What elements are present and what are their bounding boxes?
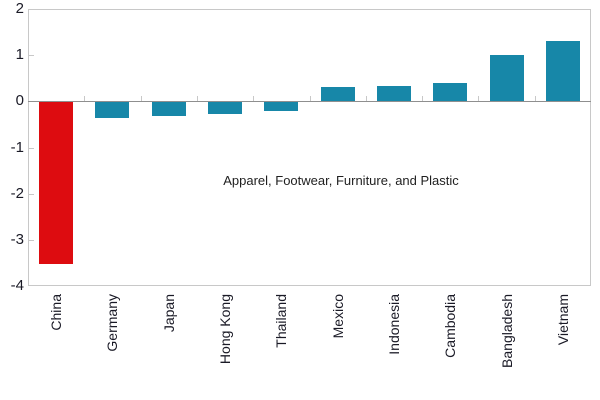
y-tick-label: 2 <box>15 0 24 17</box>
x-axis-tick <box>366 96 367 101</box>
x-axis-label-cambodia: Cambodia <box>442 294 458 358</box>
x-axis-label-bangladesh: Bangladesh <box>499 294 515 368</box>
y-tick-label: 1 <box>15 46 24 63</box>
bar-vietnam <box>546 41 580 101</box>
y-tick-label: -2 <box>10 185 24 202</box>
bar-japan <box>152 102 186 116</box>
x-axis-label-indonesia: Indonesia <box>386 294 402 355</box>
y-tick-label: -1 <box>10 139 24 156</box>
x-axis-label-vietnam: Vietnam <box>555 294 571 346</box>
x-axis-tick <box>253 96 254 101</box>
x-axis-tick <box>84 96 85 101</box>
y-axis-tick <box>29 194 34 195</box>
annotation-label: Apparel, Footwear, Furniture, and Plasti… <box>223 173 459 188</box>
x-axis-label-germany: Germany <box>104 294 120 352</box>
x-axis-tick <box>310 96 311 101</box>
bar-bangladesh <box>490 55 524 101</box>
y-axis-tick <box>29 55 34 56</box>
y-axis-tick <box>29 148 34 149</box>
x-axis-label-japan: Japan <box>161 294 177 333</box>
bar-mexico <box>321 87 355 101</box>
x-axis-tick <box>141 96 142 101</box>
x-axis-tick <box>197 96 198 101</box>
x-axis-label-thailand: Thailand <box>273 294 289 348</box>
bar-china <box>39 102 73 264</box>
zero-line <box>28 101 591 102</box>
x-axis-tick <box>535 96 536 101</box>
bar-indonesia <box>377 86 411 101</box>
y-tick-label: -4 <box>10 277 24 294</box>
y-tick-label: -3 <box>10 231 24 248</box>
bar-hong-kong <box>208 102 242 114</box>
bar-cambodia <box>433 83 467 101</box>
x-axis-label-hong-kong: Hong Kong <box>217 294 233 365</box>
plot-area <box>28 9 591 286</box>
y-axis-tick <box>29 240 34 241</box>
x-axis-label-mexico: Mexico <box>330 294 346 339</box>
x-axis-tick <box>478 96 479 101</box>
bar-thailand <box>264 102 298 111</box>
bar-germany <box>95 102 129 118</box>
x-axis-label-china: China <box>48 294 64 331</box>
x-axis-tick <box>422 96 423 101</box>
y-tick-label: 0 <box>15 92 24 109</box>
